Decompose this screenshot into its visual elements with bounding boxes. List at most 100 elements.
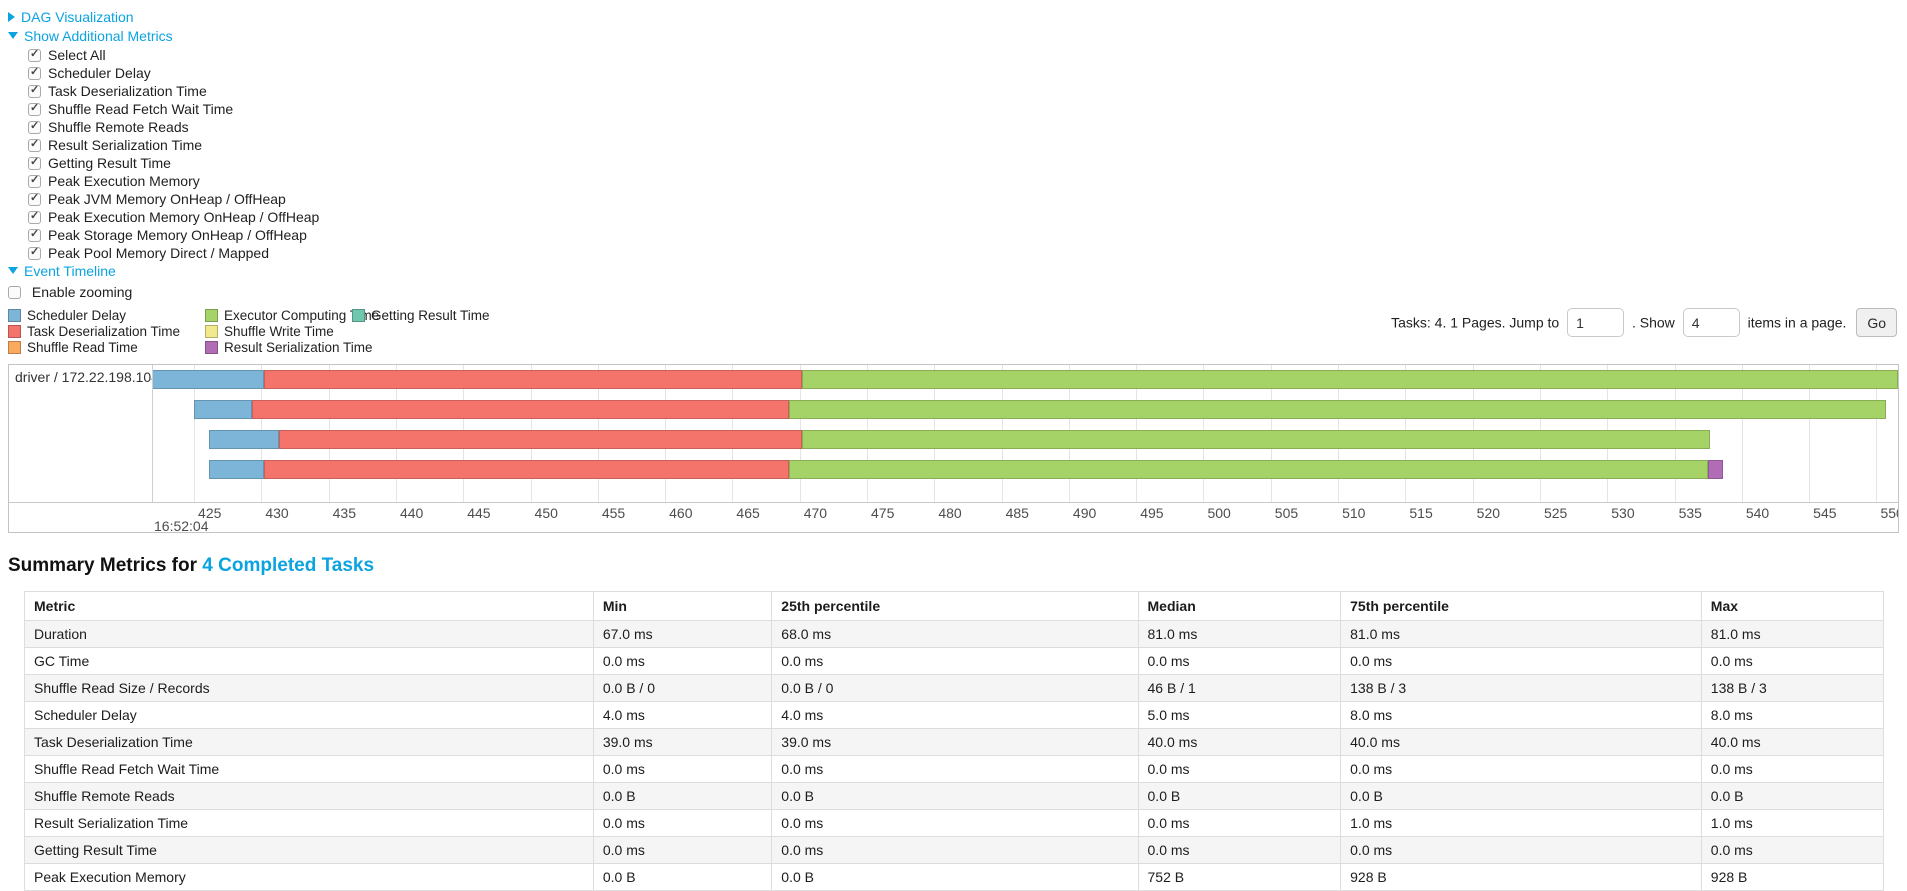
metric-value-cell: 0.0 B <box>771 863 1139 891</box>
metric-value-cell: 39.0 ms <box>592 728 773 756</box>
metric-value-cell: 0.0 ms <box>1137 809 1342 837</box>
tick-label: 515 <box>1409 505 1433 521</box>
metric-value-cell: 5.0 ms <box>1137 701 1342 729</box>
legend-label: Shuffle Read Time <box>27 340 138 355</box>
metric-value-cell: 0.0 ms <box>1700 755 1885 783</box>
metric-checkbox[interactable] <box>28 84 41 98</box>
table-row: Getting Result Time 0.0 ms 0.0 ms 0.0 ms 0.0… <box>24 836 1885 864</box>
task-0-executor-computing-bar[interactable] <box>802 370 1898 389</box>
metric-name-cell: Result Serialization Time <box>24 809 594 837</box>
metric-value-cell: 0.0 B <box>771 782 1139 810</box>
table-row: Scheduler Delay 4.0 ms 4.0 ms 5.0 ms 8.0 ms 8… <box>24 701 1885 729</box>
column-header: Max <box>1700 591 1885 621</box>
metric-value-cell: 0.0 ms <box>771 809 1139 837</box>
metric-value-cell: 0.0 B <box>1137 782 1342 810</box>
legend-column: Getting Result Time <box>352 308 490 324</box>
show-additional-metrics-toggle[interactable]: Show Additional Metrics <box>8 27 1899 46</box>
tick-label: 455 <box>601 505 626 521</box>
metric-value-cell: 0.0 ms <box>1137 755 1342 783</box>
result-serialization-swatch-icon <box>205 341 218 354</box>
legend-item: Shuffle Read Time <box>8 340 205 356</box>
metric-checkbox[interactable] <box>28 48 41 62</box>
metric-value-cell: 4.0 ms <box>592 701 773 729</box>
metric-checkbox-row: Task Deserialization Time <box>28 82 1899 100</box>
tick-label: 505 <box>1274 505 1299 521</box>
task-2-scheduler-delay-bar[interactable] <box>208 430 279 449</box>
metric-value-cell: 39.0 ms <box>771 728 1139 756</box>
metric-checkbox[interactable] <box>28 246 41 260</box>
tick-label: 475 <box>871 505 895 521</box>
pagination-text-before: Tasks: 4. 1 Pages. Jump to <box>1391 314 1560 331</box>
tick-label: 535 <box>1678 505 1702 521</box>
table-row: Duration 67.0 ms 68.0 ms 81.0 ms 81.0 ms 81.0… <box>24 620 1885 648</box>
legend-item: Shuffle Write Time <box>205 324 352 340</box>
shuffle-write-swatch-icon <box>205 325 218 338</box>
event-timeline-chart: driver / 172.22.198.104 425 430 435 440 445 4… <box>8 364 1899 533</box>
metric-value-cell: 0.0 ms <box>1137 647 1342 675</box>
table-row: Task Deserialization Time 39.0 ms 39.0 ms 4… <box>24 728 1885 756</box>
task-2-task-deserialization-bar[interactable] <box>278 430 803 449</box>
metric-checkbox-row: Peak JVM Memory OnHeap / OffHeap <box>28 190 1899 208</box>
chevron-down-icon <box>8 32 18 39</box>
timeline-legend-bar: Scheduler Delay Task Deserialization Time… <box>8 308 1899 362</box>
metric-value-cell: 4.0 ms <box>771 701 1139 729</box>
metric-checkbox-label: Select All <box>48 47 106 63</box>
metric-checkbox[interactable] <box>28 102 41 116</box>
metric-checkbox[interactable] <box>28 138 41 152</box>
legend-label: Result Serialization Time <box>224 340 373 355</box>
tick-label: 465 <box>736 505 760 521</box>
task-1-task-deserialization-bar[interactable] <box>251 400 789 419</box>
task-3-scheduler-delay-bar[interactable] <box>208 460 265 479</box>
task-1-executor-computing-bar[interactable] <box>788 400 1886 419</box>
metric-checkbox-row: Peak Storage Memory OnHeap / OffHeap <box>28 226 1899 244</box>
table-row: Shuffle Read Fetch Wait Time 0.0 ms 0.0 ms… <box>24 755 1885 783</box>
metric-checkbox-row: Shuffle Remote Reads <box>28 118 1899 136</box>
dag-visualization-link[interactable]: DAG Visualization <box>21 9 134 25</box>
items-per-page-input[interactable] <box>1682 308 1740 337</box>
task-pagination: Tasks: 4. 1 Pages. Jump to . Show items … <box>1391 308 1897 337</box>
completed-tasks-link[interactable]: 4 Completed Tasks <box>202 555 375 576</box>
metric-checkbox[interactable] <box>28 210 41 224</box>
metric-checkbox[interactable] <box>28 228 41 242</box>
legend-item: Getting Result Time <box>352 308 490 324</box>
task-3-task-deserialization-bar[interactable] <box>264 460 789 479</box>
task-3-executor-computing-bar[interactable] <box>788 460 1709 479</box>
event-timeline-link[interactable]: Event Timeline <box>24 263 116 279</box>
task-0-scheduler-delay-bar[interactable] <box>153 370 265 389</box>
metric-value-cell: 0.0 ms <box>771 755 1139 783</box>
metric-checkbox[interactable] <box>28 174 41 188</box>
metric-value-cell: 8.0 ms <box>1700 701 1885 729</box>
metric-value-cell: 0.0 B <box>1700 782 1885 810</box>
show-additional-metrics-link[interactable]: Show Additional Metrics <box>24 28 173 44</box>
tick-label: 440 <box>399 505 424 521</box>
jump-to-page-input[interactable] <box>1567 308 1625 337</box>
tick-label: 550 <box>1880 505 1898 521</box>
tick-label: 495 <box>1140 505 1164 521</box>
metric-value-cell: 81.0 ms <box>1137 620 1342 648</box>
legend-label: Getting Result Time <box>371 308 490 323</box>
task-3-result-serialization-bar[interactable] <box>1708 460 1724 479</box>
metric-value-cell: 0.0 ms <box>592 809 773 837</box>
metric-checkbox[interactable] <box>28 156 41 170</box>
getting-result-swatch-icon <box>352 309 365 322</box>
metric-checkbox[interactable] <box>28 66 41 80</box>
task-1-scheduler-delay-bar[interactable] <box>194 400 252 419</box>
metric-value-cell: 1.0 ms <box>1700 809 1885 837</box>
tick-label: 530 <box>1611 505 1635 521</box>
timeline-plot-area[interactable] <box>153 365 1898 503</box>
task-2-executor-computing-bar[interactable] <box>802 430 1710 449</box>
metric-name-cell: Getting Result Time <box>24 836 594 864</box>
enable-zooming-checkbox[interactable] <box>8 286 21 299</box>
event-timeline-toggle[interactable]: Event Timeline <box>8 262 1899 281</box>
task-0-task-deserialization-bar[interactable] <box>264 370 803 389</box>
tick-label: 545 <box>1813 505 1837 521</box>
tick-label: 470 <box>803 505 828 521</box>
metric-checkbox[interactable] <box>28 192 41 206</box>
metric-checkbox[interactable] <box>28 120 41 134</box>
dag-visualization-toggle[interactable]: DAG Visualization <box>8 8 1899 27</box>
metric-value-cell: 138 B / 3 <box>1700 674 1885 702</box>
go-button[interactable]: Go <box>1856 308 1897 337</box>
tick-label: 500 <box>1207 505 1231 521</box>
metric-value-cell: 0.0 ms <box>592 755 773 783</box>
metric-value-cell: 8.0 ms <box>1340 701 1702 729</box>
